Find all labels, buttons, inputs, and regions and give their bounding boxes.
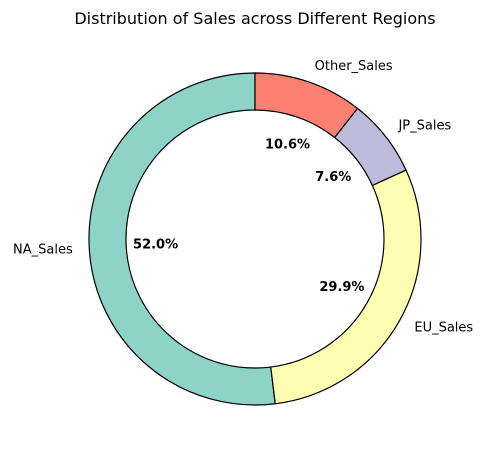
label-group: NA_Sales 52.0% EU_Sales 29.9% JP_Sales 7.6% Ot… [13,59,473,336]
slice-na-sales [88,72,276,406]
slice-group [88,72,422,406]
percent-label-jp-sales: 7.6% [315,170,351,185]
chart-title: Distribution of Sales across Different R… [74,9,435,28]
category-label-other-sales: Other_Sales [315,59,393,74]
category-label-jp-sales: JP_Sales [397,119,451,134]
percent-label-eu-sales: 29.9% [319,280,364,295]
percent-label-na-sales: 52.0% [133,238,178,253]
percent-label-other-sales: 10.6% [265,137,310,152]
category-label-eu-sales: EU_Sales [414,321,473,336]
category-label-na-sales: NA_Sales [13,243,73,258]
slice-other-sales [254,72,359,139]
